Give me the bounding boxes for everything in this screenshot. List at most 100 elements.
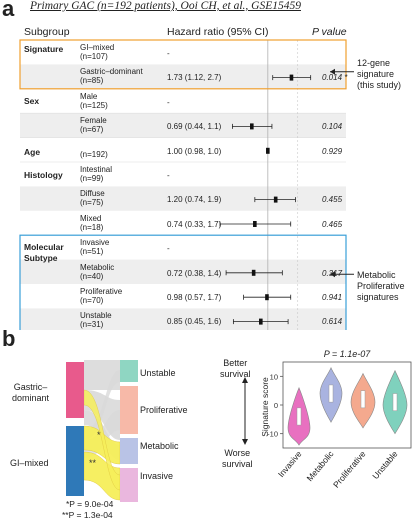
row-p-value: 0.455 <box>322 195 343 205</box>
row-count: (n=67) <box>80 125 104 135</box>
hr-point <box>251 269 256 276</box>
row-hr-text: 1.73 (1.12, 2.7) <box>167 73 222 83</box>
violin-category-label: Metabolic <box>304 448 336 483</box>
row-hr-text: - <box>167 49 170 58</box>
annotation-line: 12-gene <box>357 58 391 68</box>
header-subgroup: Subgroup <box>24 26 70 38</box>
survival-arrowhead-up <box>242 377 248 383</box>
violin-title: P = 1.1e-07 <box>324 349 371 359</box>
row-hr-text: 0.72 (0.38, 1.4) <box>167 268 222 278</box>
sankey-right-label-unstable: Unstable <box>140 368 176 378</box>
row-p-value: 0.465 <box>322 219 343 229</box>
hr-point <box>250 123 254 130</box>
annotation-arrowhead <box>330 271 335 278</box>
better-line: Better <box>223 358 248 368</box>
row-count: (n=18) <box>80 222 104 232</box>
sankey-right-label-proliferative: Proliferative <box>140 405 188 415</box>
annotation-line: signatures <box>357 292 399 302</box>
chart-title: Primary GAC (n=192 patients), Ooi CH, et… <box>30 0 301 12</box>
annotation-line: (this study) <box>357 80 402 90</box>
row-shade <box>20 308 346 330</box>
row-count: (n=31) <box>80 320 104 330</box>
annotation-line: Metabolic <box>357 270 396 280</box>
row-hr-text: - <box>167 171 170 180</box>
row-label: Invasive <box>80 238 110 248</box>
annotation-metabolic-proliferative: Metabolic Proliferative signatures <box>357 270 405 303</box>
row-hr-text: 1.20 (0.74, 1.9) <box>167 195 222 205</box>
group-label: Histology <box>24 170 63 180</box>
hr-point <box>253 221 257 227</box>
row-count: (n=125) <box>80 100 108 110</box>
row-hr-text: - <box>167 97 170 107</box>
annotation-line: Proliferative <box>357 281 405 291</box>
sankey-right-label-invasive: Invasive <box>140 471 174 481</box>
sankey-left-label-gimixed: GI–mixed <box>10 458 49 468</box>
row-count: (n=85) <box>80 76 104 86</box>
row-label: Female <box>80 116 107 126</box>
sankey-label-line: dominant <box>12 393 50 403</box>
forest-plot: 0.512 <box>19 39 354 330</box>
row-shade <box>20 259 346 284</box>
row-count: (n=107) <box>80 52 108 61</box>
node-proliferative <box>120 386 138 434</box>
row-p-value: 0.614 <box>322 317 343 327</box>
violin-box <box>296 407 302 426</box>
row-count: (n=70) <box>80 296 104 305</box>
footnote-1: *P = 9.0e-04 <box>66 499 114 509</box>
row-shade <box>20 113 346 138</box>
group-label: Molecular <box>24 242 64 252</box>
better-survival-label: Better survival <box>220 358 251 380</box>
footnote-2: **P = 1.3e-04 <box>62 510 113 520</box>
flow-gi-unstable <box>84 370 120 440</box>
row-count: (n=75) <box>80 198 104 208</box>
y-tick-label: 10 <box>270 372 278 381</box>
row-shade <box>20 186 346 211</box>
y-tick-label: -10 <box>267 430 278 439</box>
panel-a-letter: a <box>2 0 15 21</box>
signature-box <box>19 39 347 90</box>
hr-point <box>266 147 270 154</box>
row-count: (n=40) <box>80 271 104 281</box>
node-metabolic <box>120 438 138 464</box>
sankey-left-label-gastric: Gastric– dominant <box>12 382 49 404</box>
hr-point <box>273 196 278 203</box>
row-label: Gastric–dominant <box>80 67 143 77</box>
worse-survival-label: Worse survival <box>222 448 253 470</box>
row-label: Unstable <box>80 311 112 321</box>
row-hr-text: 0.98 (0.57, 1.7) <box>167 293 222 302</box>
survival-arrowhead-down <box>242 439 248 445</box>
group-label: Signature <box>24 44 64 54</box>
row-p-value: 0.014 * <box>322 73 348 83</box>
row-label: Metabolic <box>80 262 115 272</box>
hr-point <box>289 74 294 81</box>
header-p-value: P value <box>312 26 347 38</box>
violin-y-axis-label: Signature score <box>260 377 270 437</box>
violin-category-label: Unstable <box>370 449 399 481</box>
annotation-line: signature <box>357 69 395 79</box>
row-count: (n=99) <box>80 174 104 183</box>
worse-line: Worse <box>224 448 251 458</box>
row-hr-text: 1.00 (0.98, 1.0) <box>167 146 222 156</box>
y-tick-label: 0 <box>274 401 278 410</box>
sankey-label-line: Gastric– <box>13 382 48 392</box>
hr-point <box>265 294 269 301</box>
sankey-right-label-metabolic: Metabolic <box>140 441 179 451</box>
row-label: Male <box>80 91 98 101</box>
node-invasive <box>120 468 138 502</box>
group-label: Sex <box>24 96 40 106</box>
flow-mark-double: ** <box>89 458 97 468</box>
row-p-value: 0.317 <box>322 268 343 278</box>
panel-b-letter: b <box>2 326 16 351</box>
violin-category-label: Proliferative <box>331 449 368 490</box>
row-count: (n=192) <box>80 149 108 159</box>
annotation-12-gene: 12-gene signature (this study) <box>357 58 401 91</box>
hr-point <box>259 318 263 325</box>
row-label: Intestinal <box>80 165 113 174</box>
row-label: Proliferative <box>80 287 123 296</box>
row-hr-text: 0.85 (0.45, 1.6) <box>167 317 222 327</box>
row-count: (n=51) <box>80 247 104 257</box>
group-label: Age <box>24 147 41 157</box>
row-label: GI–mixed <box>80 43 115 52</box>
subtype-box <box>19 234 347 330</box>
violin-box <box>328 384 334 403</box>
